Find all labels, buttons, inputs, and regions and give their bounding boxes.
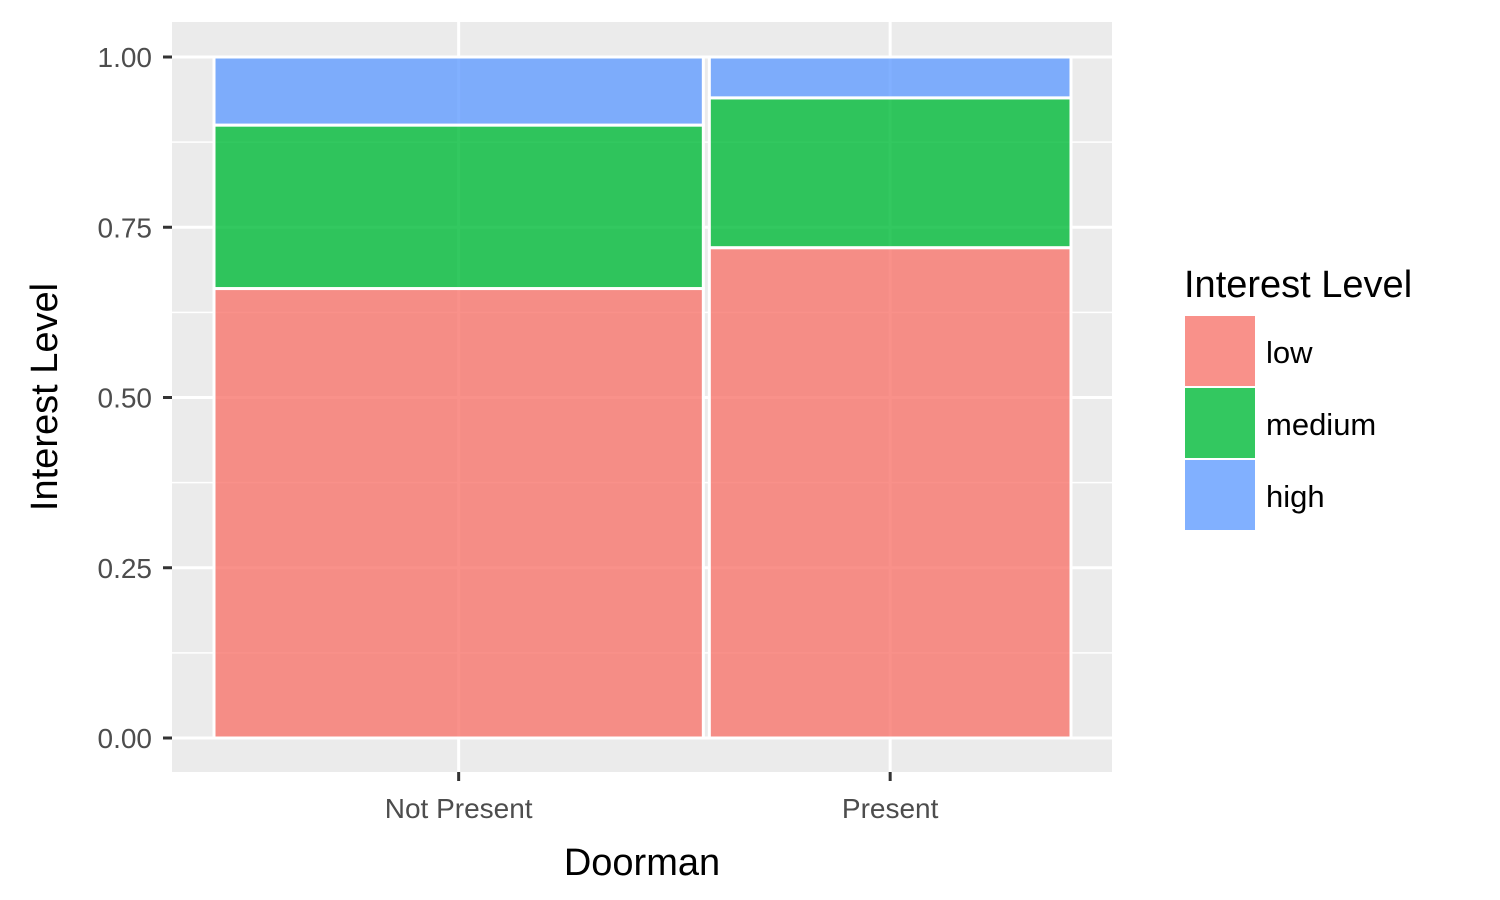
legend-title: Interest Level [1184, 264, 1412, 306]
bar-segments [212, 55, 1073, 740]
legend-key-medium [1183, 386, 1257, 460]
y-tick-label: 0.25 [98, 553, 153, 584]
x-tick-label: Not Present [385, 793, 533, 824]
axes: 0.00 0.25 0.50 0.75 1.00 Not Present Present [98, 42, 939, 824]
legend-key-high [1183, 458, 1257, 532]
bar-segment-high [212, 55, 705, 127]
y-tick-label: 0.75 [98, 212, 153, 243]
legend-key-low [1183, 314, 1257, 388]
legend-label-high: high [1266, 479, 1325, 514]
legend: Interest Level low medium high [1183, 264, 1412, 532]
y-tick-label: 0.00 [98, 723, 153, 754]
y-axis-title: Interest Level [24, 283, 66, 511]
bar-segment-low [212, 287, 705, 740]
bar-segment-low [707, 246, 1073, 740]
y-tick-label: 0.50 [98, 383, 153, 414]
x-tick-label: Present [842, 793, 939, 824]
legend-label-low: low [1266, 335, 1313, 370]
legend-label-medium: medium [1266, 407, 1376, 442]
bar-segment-high [707, 55, 1073, 100]
bar-segment-medium [212, 123, 705, 291]
y-tick-label: 1.00 [98, 42, 153, 73]
bar-segment-medium [707, 96, 1073, 250]
x-axis-title: Doorman [564, 842, 720, 884]
